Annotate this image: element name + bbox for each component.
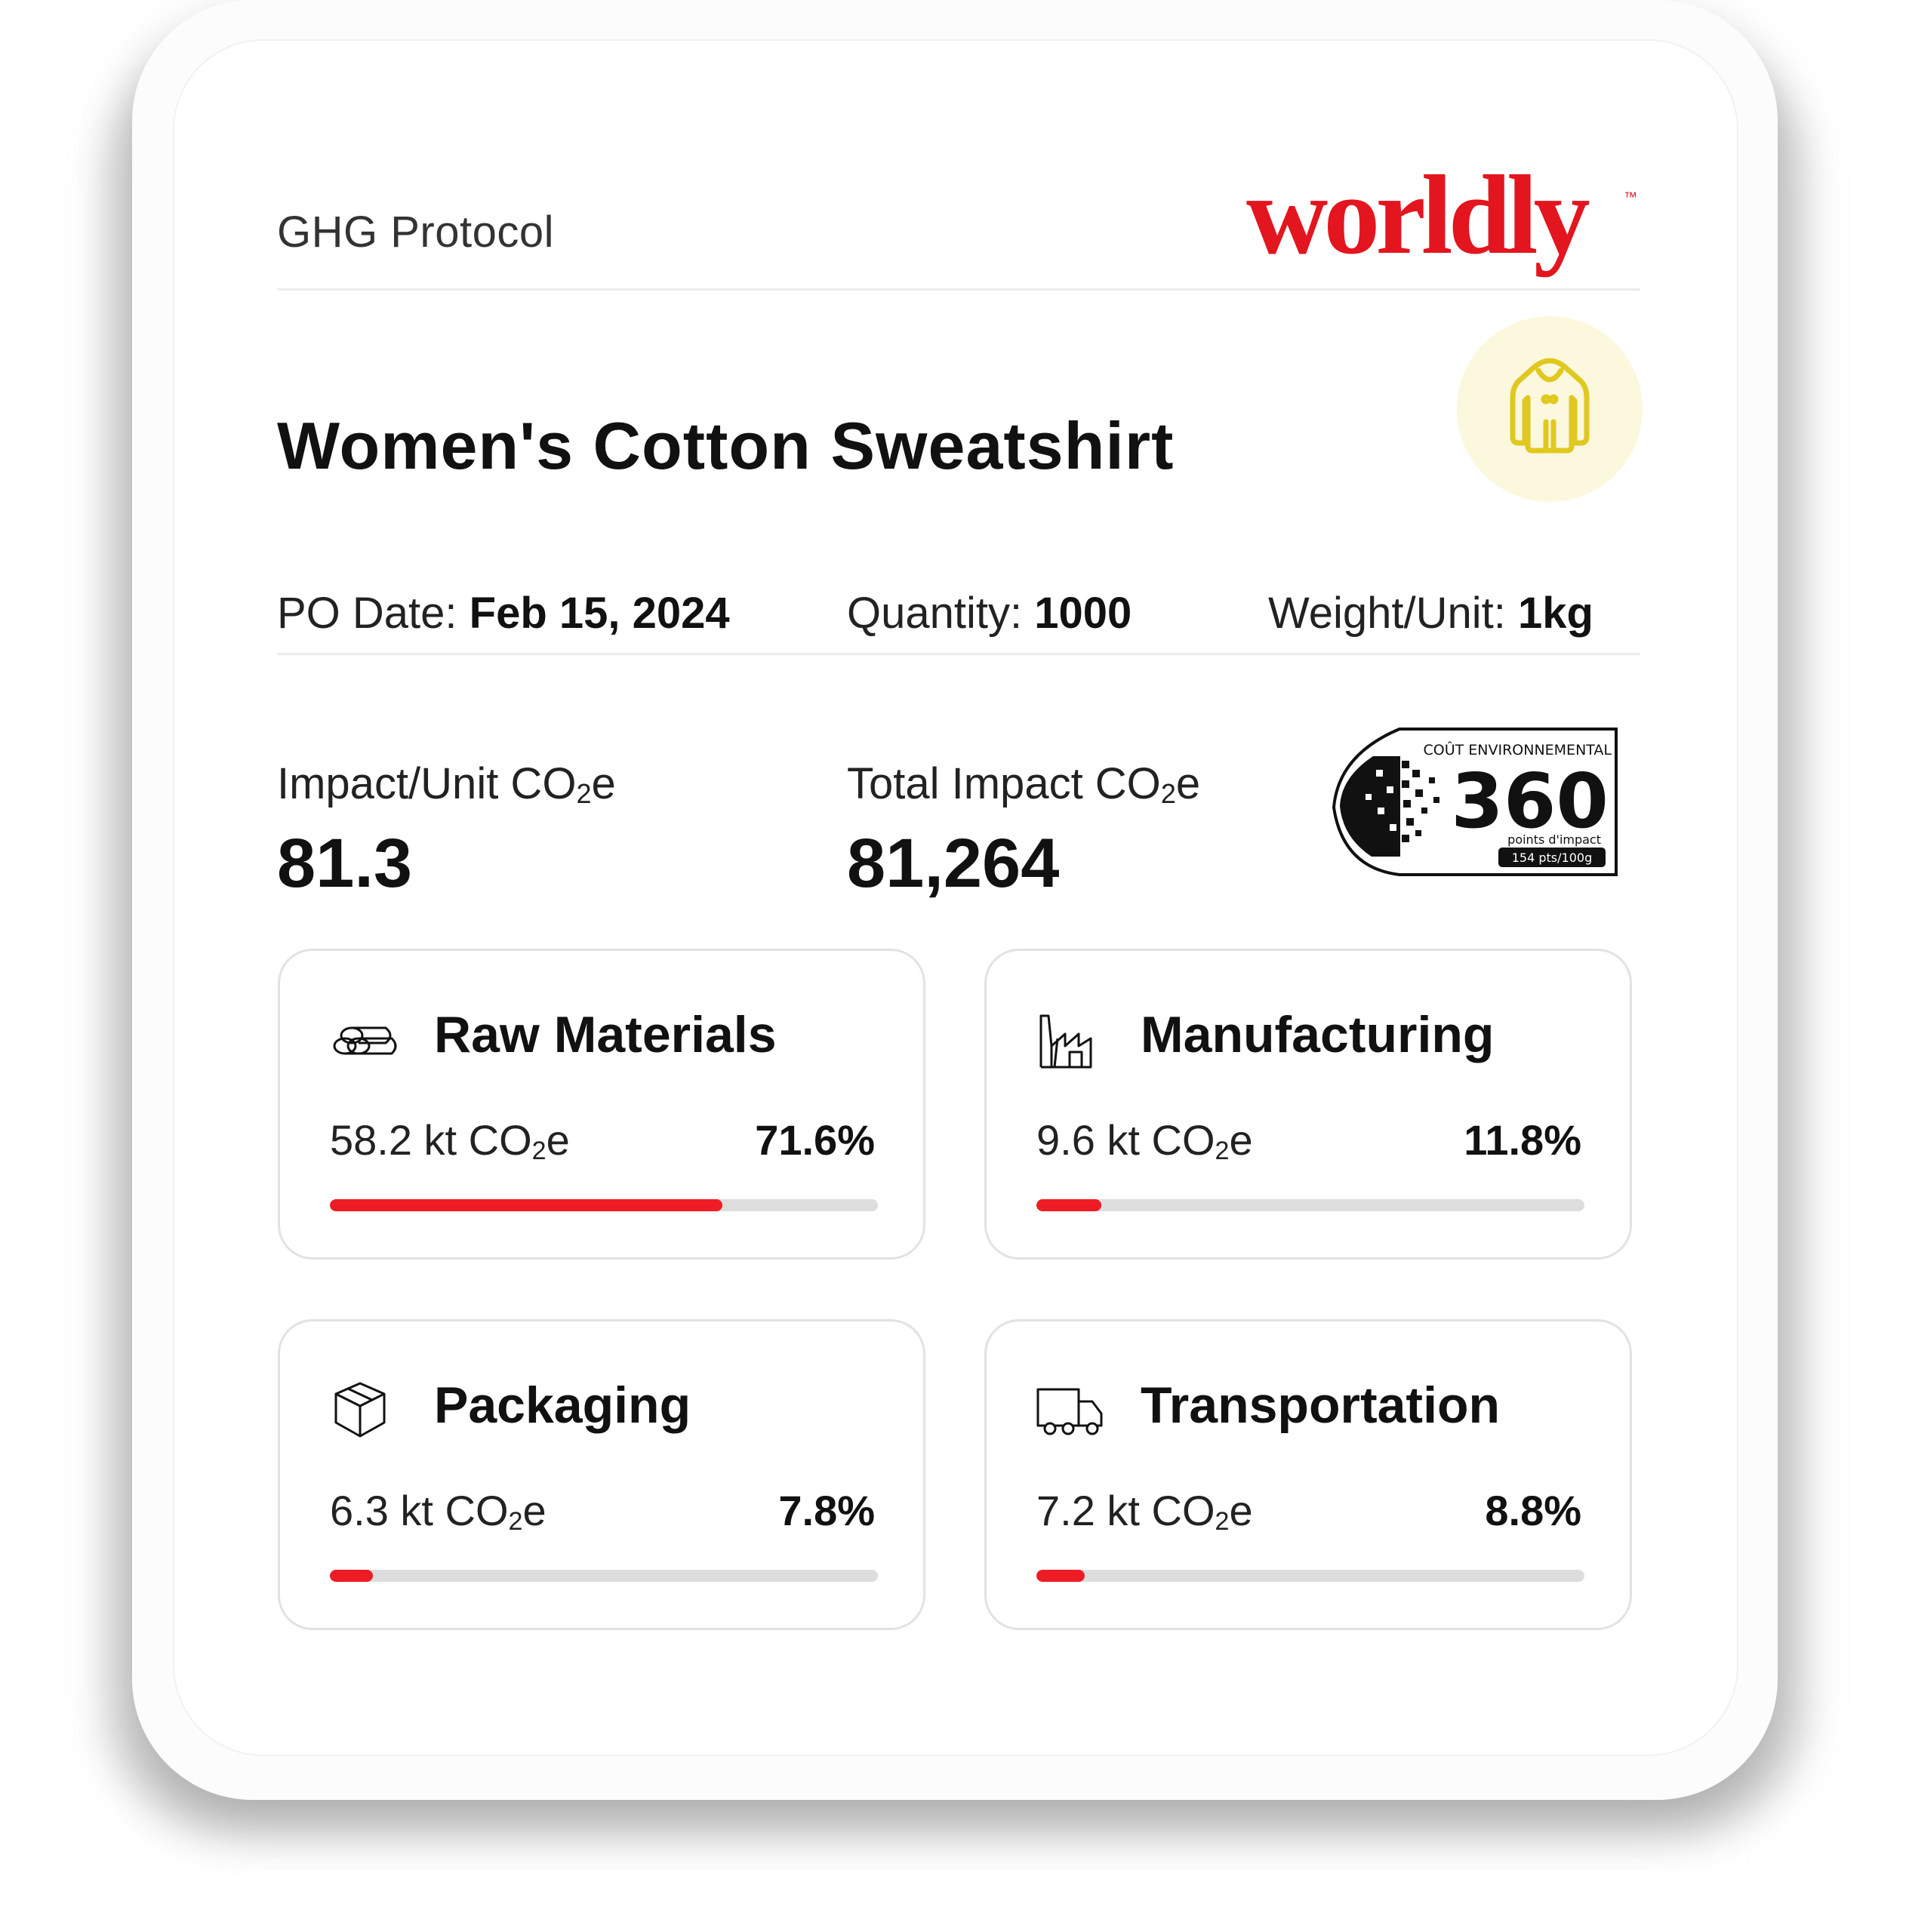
svg-text:worldly: worldly	[1246, 171, 1590, 278]
total-impact-label: Total Impact CO2e	[847, 759, 1201, 809]
category-progress-fill	[330, 1570, 373, 1582]
truck-icon	[1036, 1388, 1103, 1435]
eco-label-per-weight: 154 pts/100g	[1512, 851, 1592, 865]
category-amount: 7.2 kt CO2e	[1036, 1487, 1253, 1536]
category-amount: 58.2 kt CO2e	[330, 1116, 570, 1165]
po-date-value: Feb 15, 2024	[469, 589, 730, 638]
eco-label-score: 360	[1451, 757, 1609, 845]
meta-divider	[277, 653, 1640, 655]
total-impact-value: 81,264	[847, 825, 1060, 902]
category-card-raw-materials: Raw Materials 58.2 kt CO2e 71.6%	[278, 949, 925, 1260]
factory-icon	[1039, 1014, 1092, 1069]
category-percent: 7.8%	[778, 1487, 875, 1534]
category-amount: 6.3 kt CO2e	[330, 1487, 547, 1536]
card-screen: GHG Protocol worldly ™ Women's Cotton Sw…	[173, 39, 1738, 1756]
category-card-packaging: Packaging 6.3 kt CO2e 7.8%	[278, 1319, 925, 1630]
weight-value: 1kg	[1517, 589, 1593, 638]
quantity-label: Quantity:	[847, 589, 1023, 638]
category-progress-track	[1036, 1570, 1584, 1582]
category-amount: 9.6 kt CO2e	[1036, 1116, 1253, 1165]
po-date: PO Date: Feb 15, 2024	[277, 588, 730, 638]
worldly-logo: worldly ™	[1246, 171, 1637, 278]
impact-per-unit-value: 81.3	[277, 825, 413, 902]
category-name: Packaging	[434, 1377, 691, 1434]
quantity-value: 1000	[1034, 589, 1132, 638]
category-progress-track	[330, 1199, 878, 1211]
weight-per-unit: Weight/Unit: 1kg	[1268, 588, 1593, 638]
product-title: Women's Cotton Sweatshirt	[277, 408, 1175, 483]
raw-materials-icon	[333, 1026, 397, 1055]
eco-label-unit: points d'impact	[1507, 832, 1601, 847]
category-card-manufacturing: Manufacturing 9.6 kt CO2e 11.8%	[984, 949, 1632, 1260]
svg-text:™: ™	[1624, 189, 1637, 205]
device-frame: GHG Protocol worldly ™ Women's Cotton Sw…	[132, 0, 1778, 1800]
product-badge	[1457, 316, 1643, 502]
sweatshirt-icon	[1510, 358, 1590, 454]
category-progress-fill	[1036, 1570, 1085, 1582]
protocol-label: GHG Protocol	[277, 208, 554, 257]
header-divider	[277, 288, 1640, 291]
po-date-label: PO Date:	[277, 589, 457, 638]
category-progress-fill	[330, 1199, 722, 1211]
category-card-transportation: Transportation 7.2 kt CO2e 8.8%	[984, 1319, 1632, 1630]
category-progress-track	[1036, 1199, 1584, 1211]
quantity: Quantity: 1000	[847, 588, 1132, 638]
category-percent: 8.8%	[1485, 1487, 1581, 1534]
package-box-icon	[334, 1382, 386, 1438]
category-name: Transportation	[1141, 1377, 1501, 1434]
eco-label-header: COÛT ENVIRONNEMENTAL	[1423, 740, 1612, 758]
eco-score-label: COÛT ENVIRONNEMENTAL 360 points d'impact…	[1332, 728, 1618, 876]
weight-label: Weight/Unit:	[1268, 589, 1506, 638]
impact-per-unit-label: Impact/Unit CO2e	[277, 759, 616, 809]
category-name: Raw Materials	[434, 1006, 777, 1063]
category-name: Manufacturing	[1141, 1006, 1495, 1063]
category-percent: 11.8%	[1464, 1116, 1581, 1164]
category-progress-fill	[1036, 1199, 1101, 1211]
category-percent: 71.6%	[755, 1116, 875, 1164]
category-progress-track	[330, 1570, 878, 1582]
